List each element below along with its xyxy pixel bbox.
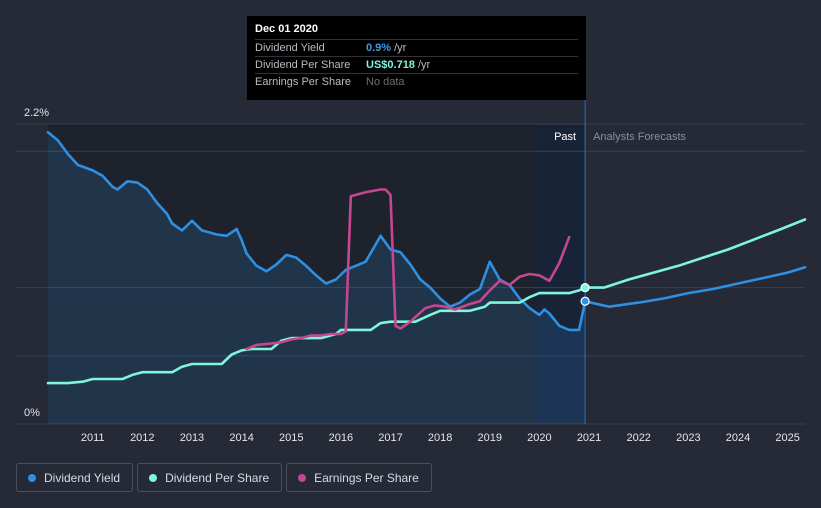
legend: Dividend Yield Dividend Per Share Earnin… bbox=[16, 463, 432, 492]
tooltip-date: Dec 01 2020 bbox=[255, 23, 578, 40]
legend-label: Dividend Yield bbox=[44, 470, 121, 485]
legend-label: Earnings Per Share bbox=[314, 470, 419, 485]
earnings-per-share-line bbox=[245, 188, 571, 351]
tooltip-row-earnings-per-share: Earnings Per Share No data bbox=[255, 74, 578, 90]
markers bbox=[580, 283, 590, 306]
x-tick-label: 2025 bbox=[775, 432, 799, 444]
tooltip-value: 0.9% bbox=[366, 42, 392, 54]
legend-dot-icon bbox=[298, 473, 307, 482]
x-tick-label: 2011 bbox=[81, 432, 105, 444]
x-tick-label: 2016 bbox=[329, 432, 353, 444]
x-tick-label: 2017 bbox=[378, 432, 402, 444]
area-fills bbox=[48, 132, 586, 424]
y-axis-top-label: 2.2% bbox=[24, 107, 49, 119]
x-tick-label: 2020 bbox=[527, 432, 551, 444]
tooltip-value: No data bbox=[366, 76, 405, 88]
x-tick-label: 2014 bbox=[229, 432, 253, 444]
past-label: Past bbox=[554, 131, 576, 143]
tooltip-unit: /yr bbox=[417, 59, 431, 71]
tooltip-row-dividend-yield: Dividend Yield 0.9% /yr bbox=[255, 40, 578, 57]
tooltip-label: Dividend Yield bbox=[255, 42, 325, 54]
dividend-per-share-marker bbox=[580, 283, 590, 293]
tooltip-label: Earnings Per Share bbox=[255, 76, 351, 88]
tooltip-label: Dividend Per Share bbox=[255, 59, 351, 71]
legend-dividend-per-share-button[interactable]: Dividend Per Share bbox=[137, 463, 283, 492]
past-region bbox=[48, 124, 535, 424]
legend-dot-icon bbox=[149, 473, 158, 482]
x-tick-label: 2015 bbox=[279, 432, 303, 444]
tooltip-unit: /yr bbox=[394, 42, 407, 54]
x-tick-label: 2019 bbox=[478, 432, 502, 444]
axis-labels: 2.2% 0% 2011 2012 2013 2014 2015 2016 2017 2018 20… bbox=[24, 107, 800, 444]
dividend-yield-line bbox=[46, 130, 807, 332]
dividend-yield-area bbox=[48, 132, 586, 424]
legend-label: Dividend Per Share bbox=[165, 470, 270, 485]
legend-dividend-yield-button[interactable]: Dividend Yield bbox=[16, 463, 134, 492]
x-tick-label: 2013 bbox=[180, 432, 204, 444]
x-tick-label: 2021 bbox=[577, 432, 601, 444]
x-tick-label: 2024 bbox=[726, 432, 750, 444]
x-tick-label: 2012 bbox=[130, 432, 154, 444]
gridlines bbox=[16, 100, 805, 425]
tooltip-value: US$0.718 bbox=[366, 59, 415, 71]
highlight-region bbox=[534, 124, 586, 424]
legend-dot-icon bbox=[28, 473, 36, 482]
x-tick-label: 2018 bbox=[428, 432, 452, 444]
dividend-yield-marker bbox=[580, 296, 590, 306]
x-tick-label: 2022 bbox=[626, 432, 650, 444]
tooltip: Dec 01 2020 Dividend Yield 0.9% /yr Divi… bbox=[247, 16, 586, 100]
tooltip-row-dividend-per-share: Dividend Per Share US$0.718 /yr bbox=[255, 57, 578, 74]
y-axis-bottom-label: 0% bbox=[24, 407, 40, 419]
x-tick-label: 2023 bbox=[676, 432, 700, 444]
forecast-label: Analysts Forecasts bbox=[593, 131, 686, 143]
legend-earnings-per-share-button[interactable]: Earnings Per Share bbox=[286, 463, 432, 492]
